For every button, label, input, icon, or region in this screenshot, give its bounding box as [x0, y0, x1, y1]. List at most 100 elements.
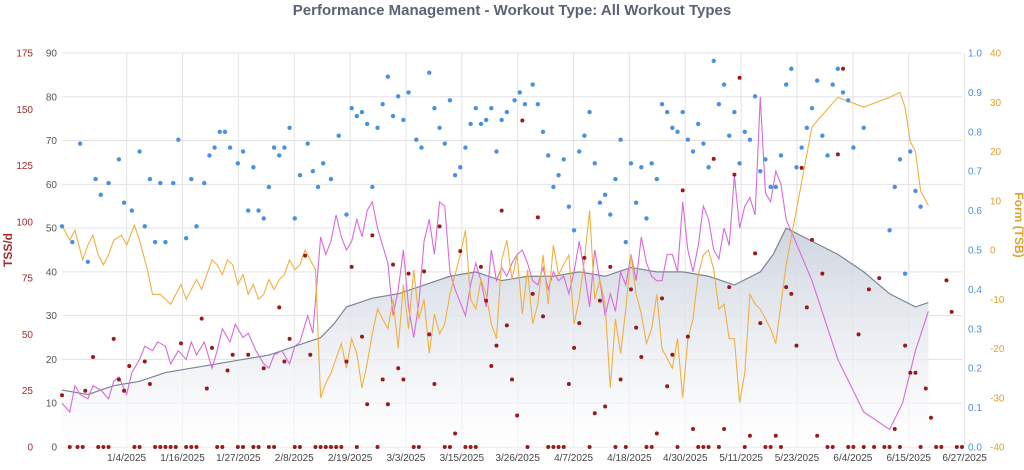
- tss-dot-71: [432, 381, 437, 386]
- intensity-dot-8: [121, 200, 127, 205]
- intensity-dot-52: [375, 125, 380, 131]
- tss-dot-143: [804, 305, 809, 310]
- intensity-dot-138: [830, 82, 835, 87]
- if-axis-tick-10: 1.0: [968, 49, 982, 60]
- intensity-dot-84: [551, 184, 556, 190]
- intensity-dot-129: [783, 82, 789, 87]
- intensity-dot-124: [758, 169, 763, 174]
- tss-dot-11: [122, 388, 127, 393]
- if-axis-tick-7: 0.7: [968, 167, 982, 178]
- intensity-dot-89: [577, 149, 582, 154]
- tss-dot-17: [153, 445, 158, 449]
- intensity-dot-141: [846, 98, 851, 103]
- intensity-dot-132: [799, 145, 804, 150]
- intensity-dot-137: [825, 153, 830, 158]
- tss-dot-44: [292, 445, 297, 449]
- tss-dot-158: [882, 445, 887, 449]
- x-tick-3: 2/8/2025: [275, 453, 314, 464]
- intensity-dot-28: [240, 149, 246, 154]
- intensity-dot-51: [370, 184, 375, 190]
- intensity-dot-59: [414, 137, 419, 142]
- intensity-dot-104: [654, 176, 660, 182]
- form-axis-title: Form (TSB): [1012, 192, 1024, 257]
- tss-dot-66: [406, 271, 411, 276]
- tss-dot-131: [742, 445, 747, 449]
- intensity-dot-126: [768, 184, 773, 190]
- tss-axis-title: TSS/d: [1, 233, 15, 267]
- tss-dot-167: [928, 415, 933, 420]
- tss-dot-139: [784, 285, 789, 290]
- x-tick-13: 6/4/2025: [833, 453, 872, 464]
- tss-dot-41: [277, 305, 282, 310]
- intensity-dot-96: [613, 176, 618, 182]
- tss-dot-130: [737, 75, 742, 80]
- fitness-axis-tick-3: 30: [46, 311, 58, 322]
- tss-dot-140: [789, 291, 794, 296]
- tss-dot-87: [515, 413, 520, 418]
- tss-dot-81: [484, 298, 489, 303]
- intensity-dot-115: [711, 58, 716, 64]
- tss-dot-75: [453, 431, 458, 436]
- tss-dot-106: [613, 445, 618, 449]
- tss-dot-59: [370, 233, 375, 238]
- tss-dot-161: [897, 445, 902, 449]
- intensity-dot-21: [202, 180, 207, 186]
- intensity-dot-108: [675, 129, 680, 134]
- intensity-dot-74: [494, 149, 499, 154]
- x-tick-6: 3/15/2025: [440, 453, 485, 464]
- tss-dot-114: [654, 431, 659, 436]
- form-line: [61, 91, 929, 403]
- intensity-dot-31: [256, 208, 261, 213]
- tss-axis-tick-1: 25: [22, 386, 34, 397]
- tss-dot-53: [339, 445, 344, 449]
- fatigue-line-series: [61, 96, 929, 431]
- tss-dot-33: [235, 445, 240, 449]
- tss-dot-148: [830, 445, 835, 449]
- intensity-dot-29: [246, 208, 251, 213]
- tss-dot-88: [520, 118, 525, 123]
- if-axis-tick-0: 0.0: [968, 443, 982, 454]
- intensity-dot-73: [489, 105, 494, 111]
- intensity-dot-37: [287, 125, 292, 131]
- intensity-dot-144: [887, 228, 892, 233]
- tss-dot-72: [437, 224, 442, 229]
- intensity-dot-78: [517, 90, 522, 95]
- tss-dot-162: [903, 343, 908, 348]
- tss-dot-137: [773, 433, 778, 438]
- tss-axis-tick-7: 175: [16, 49, 33, 60]
- intensity-dot-17: [176, 137, 181, 142]
- tss-dot-2: [75, 445, 80, 449]
- tss-dot-1: [67, 445, 72, 449]
- tss-dot-78: [468, 445, 473, 449]
- tss-dot-40: [272, 445, 277, 449]
- intensity-dot-127: [773, 184, 778, 190]
- tss-dot-55: [349, 264, 354, 269]
- intensity-dot-42: [315, 184, 321, 190]
- intensity-dot-76: [504, 109, 510, 115]
- intensity-dot-131: [794, 165, 799, 170]
- intensity-dot-15: [163, 239, 168, 245]
- intensity-dot-119: [732, 109, 737, 115]
- intensity-dot-64: [442, 141, 447, 146]
- intensity-dot-67: [458, 165, 463, 170]
- tss-dot-74: [447, 445, 452, 449]
- tss-dot-4: [83, 388, 88, 393]
- if-axis-tick-3: 0.3: [968, 324, 982, 335]
- intensity-dot-100: [633, 200, 639, 205]
- tss-dot-156: [872, 445, 877, 449]
- intensity-dot-86: [561, 157, 566, 162]
- intensity-dot-140: [840, 90, 846, 95]
- intensity-dot-19: [189, 176, 194, 182]
- tss-dot-92: [541, 314, 546, 319]
- intensity-dot-102: [644, 216, 649, 221]
- tss-dot-25: [194, 445, 199, 449]
- tss-dot-42: [282, 359, 287, 364]
- intensity-dot-136: [820, 133, 825, 138]
- intensity-dot-98: [623, 239, 628, 245]
- intensity-dot-62: [432, 105, 437, 111]
- x-tick-4: 2/19/2025: [328, 453, 373, 464]
- intensity-dot-66: [452, 172, 458, 178]
- intensity-dot-56: [396, 94, 401, 99]
- intensity-dot-20: [194, 224, 199, 229]
- tss-dot-54: [344, 359, 349, 364]
